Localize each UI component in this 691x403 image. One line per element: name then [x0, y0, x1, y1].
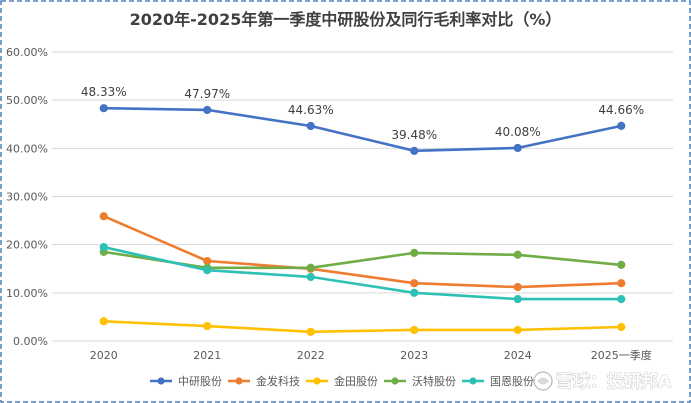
series-3-point [99, 317, 108, 326]
legend-dot-marker [469, 377, 477, 385]
series-2-point [99, 212, 108, 221]
legend-item: 国恩股份 [462, 375, 534, 388]
series-4-point [617, 260, 626, 269]
y-tick-label: 50.00% [6, 94, 48, 107]
data-label: 48.33% [81, 85, 127, 99]
legend-item: 沃特股份 [384, 374, 456, 388]
series-5-point [513, 294, 522, 304]
legend-label: 金田股份 [334, 374, 378, 388]
y-axis-ticks: 0.00% 10.00% 20.00% 30.00% 40.00% 50.00% 60.00… [6, 46, 48, 348]
snowball-logo-icon [533, 371, 553, 391]
series-3-point [306, 327, 315, 336]
series-1-point [306, 121, 315, 131]
y-tick-label: 40.00% [6, 142, 48, 155]
legend-label: 金发科技 [256, 374, 300, 388]
x-tick-label: 2020 [90, 349, 118, 362]
legend-dot-marker [157, 377, 165, 385]
series-5-point [410, 288, 419, 297]
gridlines [52, 51, 673, 342]
legend-dot-marker [313, 377, 321, 385]
legend-item: 中研股份 [150, 375, 222, 388]
series-2-point [617, 279, 626, 288]
series-3-point [203, 321, 212, 331]
series-4-point [513, 250, 522, 259]
series-2-point [513, 282, 522, 292]
series-1-line [102, 106, 623, 153]
series-1-point [513, 143, 522, 153]
series-5-point [306, 272, 315, 282]
data-label: 44.63% [288, 103, 334, 117]
series-3-point [410, 325, 419, 335]
x-tick-label: 2022 [297, 349, 325, 362]
legend-label: 国恩股份 [490, 375, 534, 388]
data-label: 40.08% [495, 125, 541, 139]
y-tick-label: 30.00% [6, 191, 48, 204]
legend-item: 金发科技 [228, 374, 300, 388]
series-5-point [203, 266, 212, 275]
data-labels: 48.33% 47.97% 44.63% 39.48% 40.08% 44.66% [81, 85, 644, 142]
series-1-point [617, 121, 626, 130]
x-tick-label: 2023 [400, 349, 428, 362]
x-axis-ticks: 2020 2021 2022 2023 2024 2025一季度 [90, 348, 652, 362]
series-3-point [513, 325, 522, 335]
x-tick-label: 2025一季度 [591, 348, 652, 362]
watermark-text: 雪球：投研邦A [556, 371, 672, 392]
y-tick-label: 20.00% [6, 239, 48, 252]
series-1-point [410, 146, 419, 155]
data-label: 44.66% [598, 103, 644, 117]
legend-item: 金田股份 [306, 374, 378, 388]
series-2-point [410, 279, 419, 288]
chart-title: 2020年-2025年第一季度中研股份及同行毛利率对比（%） [130, 10, 562, 29]
series-4-point [306, 263, 315, 272]
legend-label: 沃特股份 [412, 374, 456, 388]
series-lines [99, 104, 626, 336]
y-tick-label: 60.00% [6, 46, 48, 59]
legend: 中研股份 金发科技 金田股份 沃特股份 国恩股份 [150, 374, 534, 388]
series-5-point [99, 242, 108, 252]
series-5-point [617, 294, 626, 304]
x-tick-label: 2021 [193, 349, 221, 362]
data-label: 47.97% [184, 87, 230, 101]
series-3-line [102, 319, 623, 334]
legend-dot-marker [235, 377, 243, 385]
series-3-point [617, 322, 626, 332]
series-1-point [99, 104, 108, 113]
series-4-point [410, 248, 419, 257]
watermark: 雪球：投研邦A [533, 371, 672, 392]
x-tick-label: 2024 [504, 349, 532, 362]
series-3 [99, 317, 626, 336]
series-1 [99, 104, 626, 155]
series-5-line [102, 245, 623, 301]
series-2-line [102, 214, 623, 289]
y-tick-label: 10.00% [6, 287, 48, 300]
series-1-point [203, 105, 212, 115]
legend-label: 中研股份 [178, 375, 222, 388]
y-tick-label: 0.00% [13, 335, 48, 348]
series-2-point [203, 256, 212, 266]
series-5 [99, 242, 626, 304]
data-label: 39.48% [391, 128, 437, 142]
legend-dot-marker [391, 377, 399, 385]
